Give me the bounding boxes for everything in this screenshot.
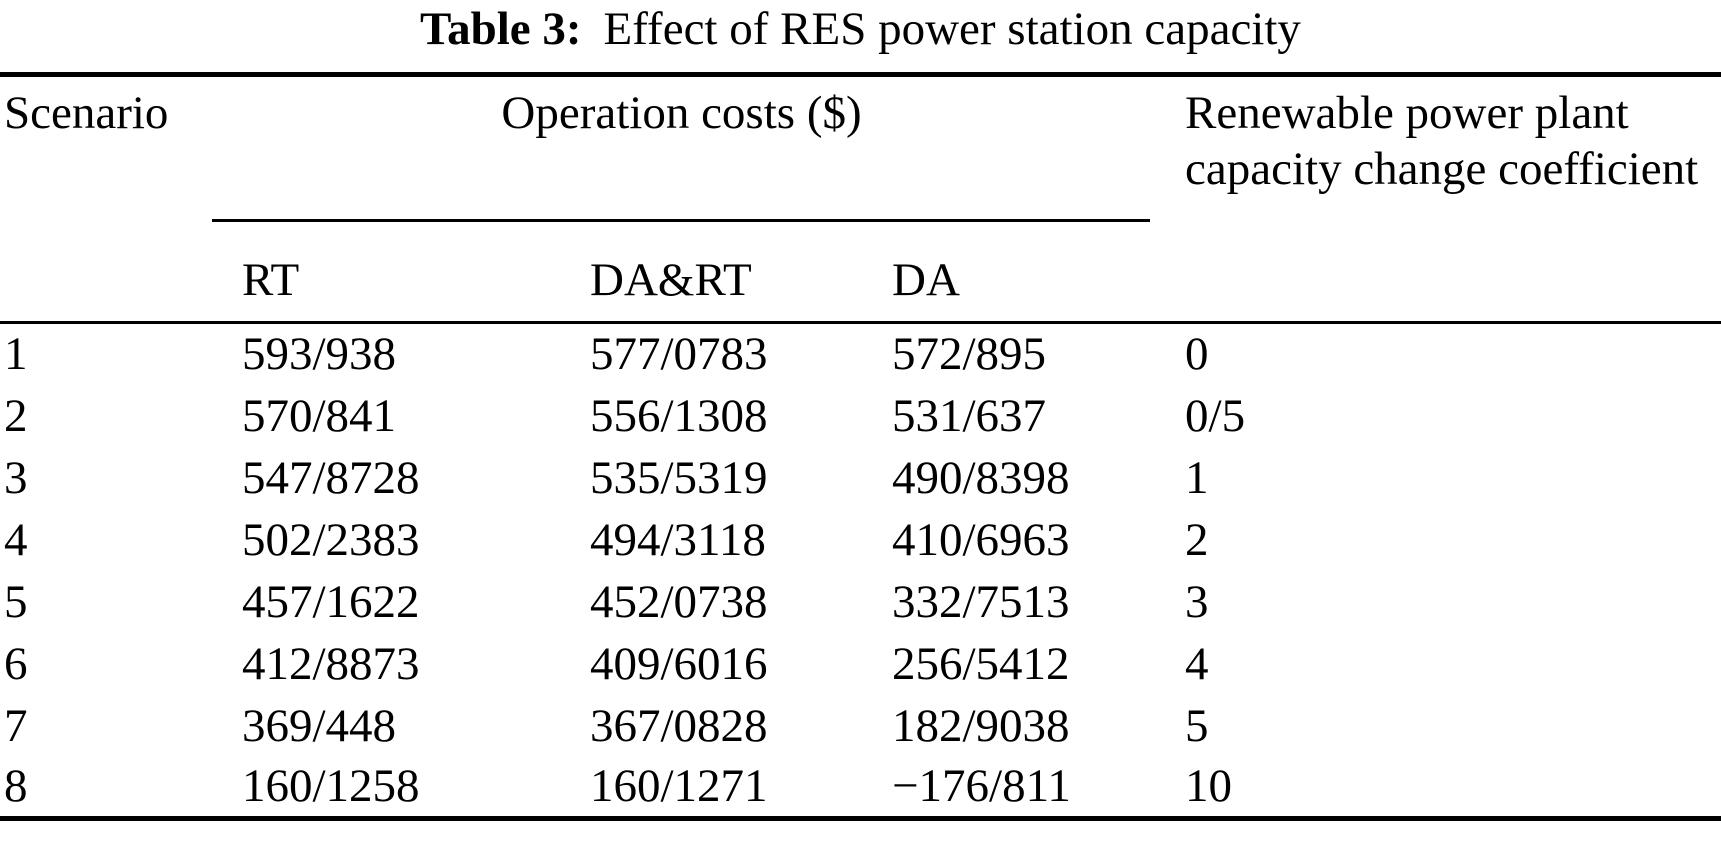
coefficient-cell: 5 [1185, 699, 1209, 752]
coefficient-cell: 1 [1185, 451, 1209, 504]
operation-costs-group-rule [212, 219, 1150, 222]
coefficient-cell: 4 [1185, 637, 1209, 690]
da-cost-cell: −176/811 [892, 760, 1071, 813]
da-cost-cell: 182/9038 [892, 699, 1070, 752]
da-rt-cost-cell: 494/3118 [590, 513, 766, 566]
coefficient-cell: 10 [1185, 760, 1233, 813]
da-rt-cost-cell: 535/5319 [590, 451, 768, 504]
rt-cost-cell: 502/2383 [242, 513, 420, 566]
col-subheader-rt: RT [242, 219, 590, 324]
rt-cost-cell: 369/448 [242, 699, 397, 752]
da-cost-cell: 531/637 [892, 389, 1047, 442]
table-row: 8 160/1258 160/1271 −176/811 10 [0, 757, 1721, 819]
da-rt-cost-cell: 367/0828 [590, 699, 768, 752]
col-header-capacity-coefficient: Renewable power plant capacity change co… [1185, 74, 1721, 324]
da-rt-cost-cell: 452/0738 [590, 575, 768, 628]
scenario-cell: 1 [4, 328, 28, 381]
table-caption: Table 3: Effect of RES power station capa… [0, 2, 1721, 56]
da-cost-cell: 332/7513 [892, 575, 1070, 628]
table-row: 7 369/448 367/0828 182/9038 5 [0, 695, 1721, 757]
table-caption-text: Effect of RES power station capacity [603, 3, 1301, 55]
table-caption-label: Table 3: [420, 3, 582, 55]
rt-cost-cell: 593/938 [242, 328, 397, 381]
coefficient-cell: 2 [1185, 513, 1209, 566]
da-cost-cell: 572/895 [892, 328, 1047, 381]
coefficient-cell: 3 [1185, 575, 1209, 628]
rt-cost-cell: 160/1258 [242, 760, 420, 813]
da-rt-cost-cell: 577/0783 [590, 328, 768, 381]
header-row-groups: Scenario Operation costs ($) Renewable p… [0, 74, 1721, 324]
rt-cost-cell: 412/8873 [242, 637, 420, 690]
rt-cost-cell: 570/841 [242, 389, 397, 442]
header-row-sub: RT DA&RT DA [0, 219, 1721, 324]
table-row: 2 570/841 556/1308 531/637 0/5 [0, 385, 1721, 447]
results-table: Scenario Operation costs ($) Renewable p… [0, 72, 1721, 821]
table-row: 5 457/1622 452/0738 332/7513 3 [0, 571, 1721, 633]
table-row: 6 412/8873 409/6016 256/5412 4 [0, 633, 1721, 695]
table-row: 4 502/2383 494/3118 410/6963 2 [0, 509, 1721, 571]
table-row: 3 547/8728 535/5319 490/8398 1 [0, 447, 1721, 509]
coefficient-cell: 0/5 [1185, 389, 1246, 442]
scenario-cell: 7 [4, 699, 28, 752]
da-cost-cell: 256/5412 [892, 637, 1070, 690]
da-rt-cost-cell: 556/1308 [590, 389, 768, 442]
scenario-cell: 4 [4, 513, 28, 566]
scenario-cell: 2 [4, 389, 28, 442]
scenario-cell: 8 [4, 760, 28, 813]
scenario-cell: 6 [4, 637, 28, 690]
scenario-cell: 5 [4, 575, 28, 628]
table-row: 1 593/938 577/0783 572/895 0 [0, 323, 1721, 385]
col-subheader-da: DA [892, 219, 1186, 324]
da-cost-cell: 490/8398 [892, 451, 1070, 504]
col-subheader-da-rt: DA&RT [590, 219, 892, 324]
scenario-cell: 3 [4, 451, 28, 504]
coefficient-cell: 0 [1185, 328, 1209, 381]
da-rt-cost-cell: 409/6016 [590, 637, 768, 690]
rt-cost-cell: 547/8728 [242, 451, 420, 504]
col-group-header-operation-costs: Operation costs ($) [501, 87, 862, 139]
da-rt-cost-cell: 160/1271 [590, 760, 768, 813]
rt-cost-cell: 457/1622 [242, 575, 420, 628]
da-cost-cell: 410/6963 [892, 513, 1070, 566]
col-header-scenario: Scenario [0, 74, 242, 324]
